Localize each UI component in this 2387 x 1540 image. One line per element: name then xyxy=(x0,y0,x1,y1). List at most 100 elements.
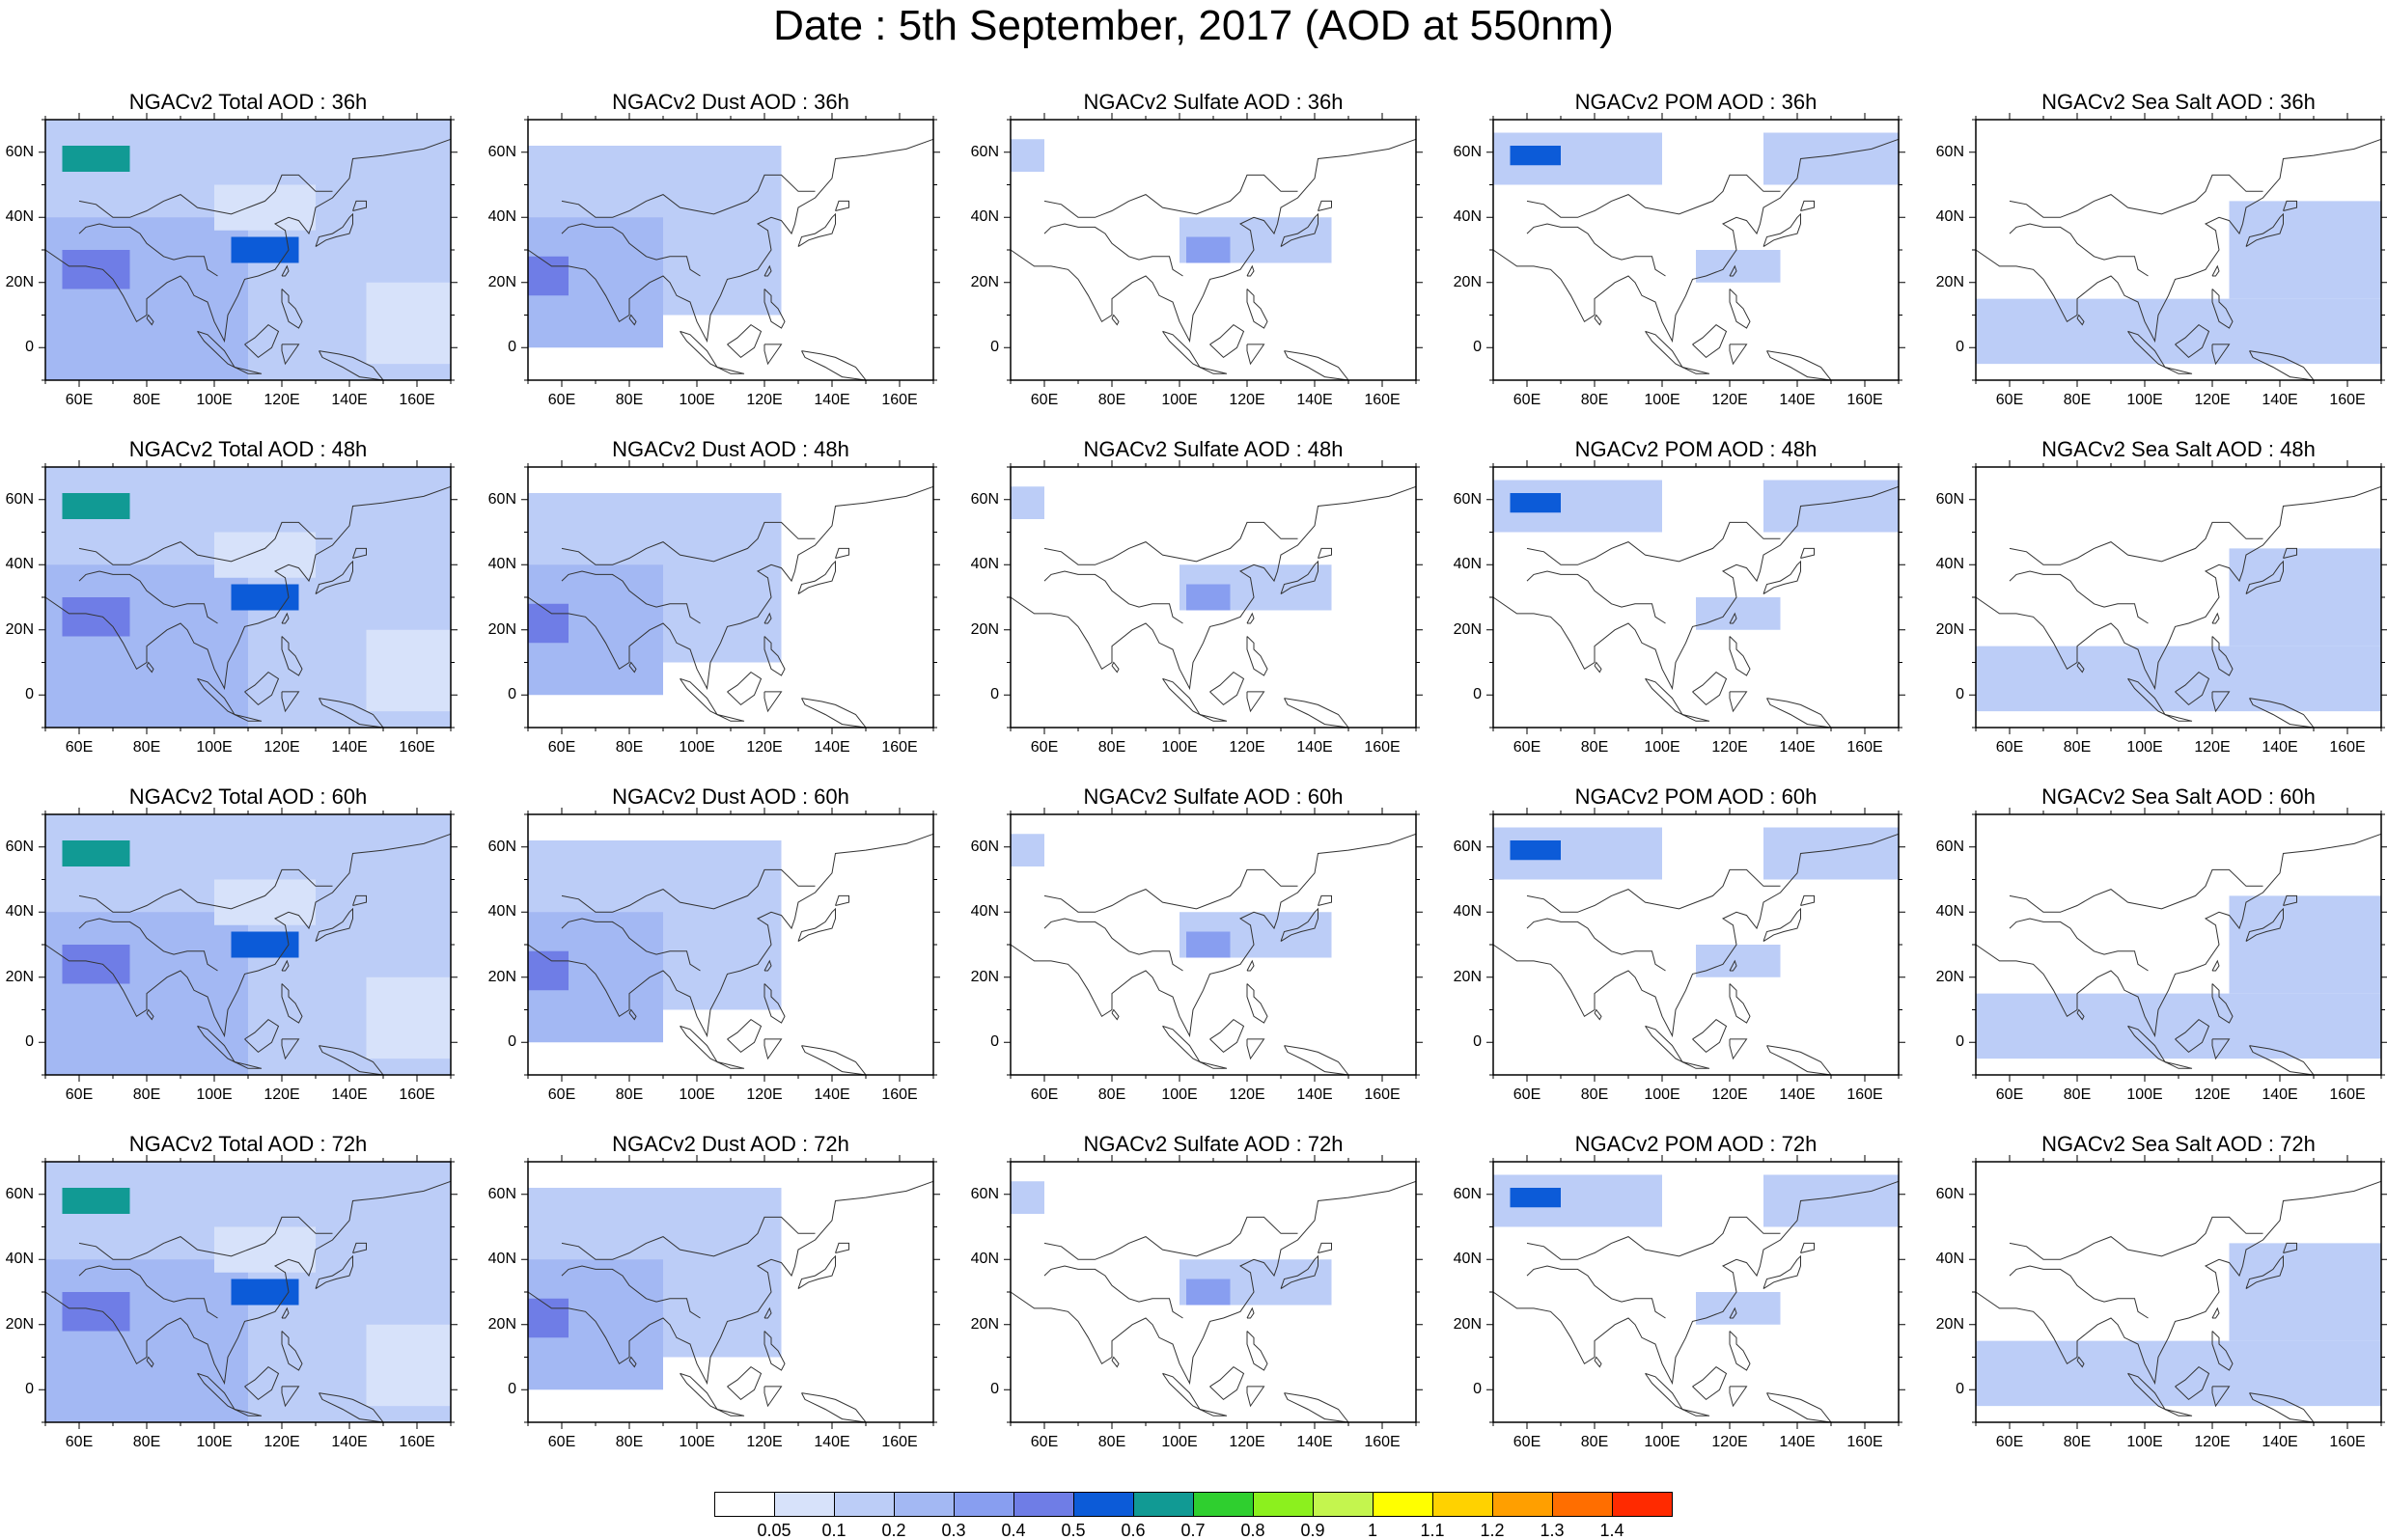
lat-tick-label: 0 xyxy=(508,1033,516,1051)
coastline xyxy=(561,1216,816,1260)
coastline xyxy=(2127,330,2167,369)
colorbar-box xyxy=(1612,1492,1673,1517)
coastline xyxy=(2283,1242,2297,1253)
coastline xyxy=(1729,983,1751,1024)
coastline xyxy=(146,1008,154,1021)
coastline xyxy=(1681,714,1710,722)
lat-tick-label: 20N xyxy=(487,620,516,638)
coastline xyxy=(2009,918,2149,972)
coastline xyxy=(1162,330,1202,369)
coastline xyxy=(2211,612,2220,624)
lon-tick-label: 140E xyxy=(1779,739,1816,756)
coastline xyxy=(2076,1356,2085,1368)
map-plot-area xyxy=(39,113,458,387)
aod-map xyxy=(521,460,940,734)
colorbar-label: 0.7 xyxy=(1180,1521,1206,1540)
coastline xyxy=(1975,1180,2382,1386)
lon-tick-label: 80E xyxy=(1580,392,1609,408)
coastline xyxy=(2164,1409,2193,1416)
lon-tick-label: 100E xyxy=(1644,739,1680,756)
colorbar-box xyxy=(1193,1492,1254,1517)
coastline xyxy=(2164,714,2193,722)
colorbar-label: 0.3 xyxy=(941,1521,966,1540)
coastline xyxy=(1318,200,1332,211)
aod-region xyxy=(1510,146,1561,166)
aod-region xyxy=(214,879,316,925)
map-panel: NGACv2 Dust AOD : 72h 60N 40N 20N 0 60E 80E 100… xyxy=(483,1131,963,1469)
colorbar-label: 0.8 xyxy=(1240,1521,1265,1540)
colorbar-box xyxy=(1073,1492,1134,1517)
aod-region xyxy=(1510,1188,1561,1208)
aod-map xyxy=(1486,808,1905,1082)
coastline xyxy=(1043,570,1183,624)
coastline xyxy=(797,1254,836,1290)
panel-title: NGACv2 Dust AOD : 72h xyxy=(612,1132,849,1156)
lon-tick-label: 100E xyxy=(1161,1434,1198,1450)
map-panel: NGACv2 Dust AOD : 60h 60N 40N 20N 0 60E 80E 100… xyxy=(483,784,963,1121)
lat-tick-label: 0 xyxy=(508,686,516,703)
aod-region xyxy=(62,840,130,866)
map-panel: NGACv2 Total AOD : 36h 60N 40N 20N 0 60E 80E 10… xyxy=(0,89,481,426)
coastline xyxy=(1199,367,1228,374)
coastline xyxy=(1762,907,1801,943)
coastline xyxy=(561,1265,701,1319)
lon-tick-label: 160E xyxy=(881,1434,918,1450)
panel-title: NGACv2 Sea Salt AOD : 60h xyxy=(2041,784,2316,809)
coastline xyxy=(1246,1038,1265,1060)
coastline xyxy=(1975,833,2382,1038)
lon-tick-label: 100E xyxy=(2126,1434,2163,1450)
coastline xyxy=(1526,521,1781,565)
lon-tick-label: 120E xyxy=(746,392,783,408)
lat-tick-label: 20N xyxy=(5,968,34,985)
coastline xyxy=(1762,212,1801,248)
colorbar-box xyxy=(834,1492,895,1517)
coastline xyxy=(1645,677,1684,716)
aod-region xyxy=(366,1324,451,1407)
colorbar-box xyxy=(774,1492,835,1517)
lon-tick-label: 80E xyxy=(132,739,161,756)
coastline xyxy=(1318,894,1332,906)
lon-tick-label: 80E xyxy=(132,1434,161,1450)
lon-tick-label: 100E xyxy=(196,1086,233,1103)
lat-tick-label: 60N xyxy=(970,1185,999,1202)
aod-region xyxy=(62,493,130,519)
lon-tick-label: 160E xyxy=(1364,392,1401,408)
coastline xyxy=(2076,661,2085,674)
map-plot-area xyxy=(1486,113,1905,387)
panel-title: NGACv2 Sea Salt AOD : 48h xyxy=(2041,437,2316,461)
coastline xyxy=(1284,698,1350,729)
aod-region xyxy=(1510,493,1561,513)
colorbar-box xyxy=(1313,1492,1374,1517)
coastline xyxy=(1762,560,1801,595)
lon-tick-label: 120E xyxy=(746,1086,783,1103)
lat-tick-label: 20N xyxy=(1935,1315,1964,1333)
coastline xyxy=(2211,289,2234,329)
aod-region xyxy=(214,184,316,231)
lat-tick-label: 20N xyxy=(970,1315,999,1333)
lon-tick-label: 80E xyxy=(2063,392,2092,408)
colorbar-box xyxy=(954,1492,1014,1517)
lat-tick-label: 0 xyxy=(1473,339,1482,356)
coastline xyxy=(44,833,452,1038)
coastline xyxy=(1111,314,1120,326)
coastline xyxy=(1111,1356,1120,1368)
coastline xyxy=(352,547,367,559)
lat-tick-label: 40N xyxy=(487,556,516,573)
lat-tick-label: 40N xyxy=(5,208,34,226)
lat-tick-label: 40N xyxy=(1453,903,1482,921)
aod-map xyxy=(1969,1155,2387,1429)
lon-tick-label: 120E xyxy=(1229,392,1265,408)
coastline xyxy=(1010,485,1417,691)
lat-tick-label: 60N xyxy=(1453,838,1482,855)
aod-region xyxy=(1696,250,1781,283)
lat-tick-label: 40N xyxy=(1453,1251,1482,1268)
coastline xyxy=(763,289,786,329)
aod-map xyxy=(521,1155,940,1429)
lon-tick-label: 140E xyxy=(1296,739,1333,756)
lon-tick-label: 100E xyxy=(2126,739,2163,756)
lat-tick-label: 20N xyxy=(970,620,999,638)
coastline xyxy=(1209,1018,1245,1054)
map-plot-area xyxy=(521,1155,940,1429)
coastline xyxy=(2175,671,2210,706)
lat-tick-label: 0 xyxy=(1956,1381,1964,1398)
